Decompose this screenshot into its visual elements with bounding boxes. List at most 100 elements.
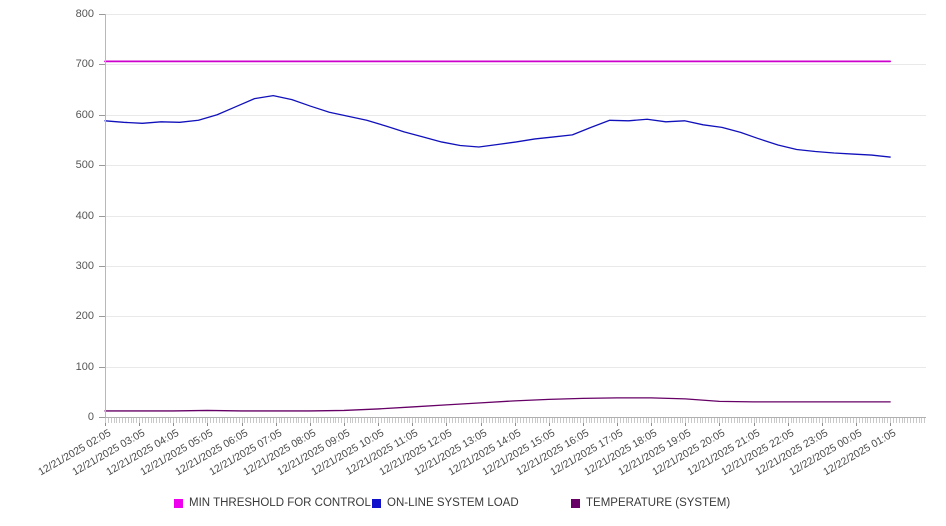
y-tick-mark [99, 366, 105, 368]
x-minor-tick [256, 418, 257, 423]
x-minor-tick [128, 418, 129, 423]
x-minor-tick [358, 418, 359, 423]
x-minor-tick [654, 418, 655, 423]
x-minor-tick [259, 418, 260, 423]
x-minor-tick [347, 418, 348, 423]
x-minor-tick [517, 418, 518, 423]
x-minor-tick [788, 418, 789, 423]
x-minor-tick [839, 418, 840, 423]
x-minor-tick [142, 418, 143, 423]
x-minor-tick [224, 418, 225, 423]
x-minor-tick [756, 418, 757, 423]
x-minor-tick [762, 418, 763, 423]
x-minor-tick [452, 418, 453, 423]
x-minor-tick [378, 418, 379, 423]
x-minor-tick [145, 418, 146, 423]
y-tick-label: 400 [75, 209, 94, 222]
x-minor-tick [498, 418, 499, 423]
x-minor-tick [833, 418, 834, 423]
x-minor-tick [748, 418, 749, 423]
x-minor-tick [876, 418, 877, 423]
x-minor-tick [569, 418, 570, 423]
x-minor-tick [734, 418, 735, 423]
x-minor-tick [444, 418, 445, 423]
x-minor-tick [862, 418, 863, 423]
x-minor-tick [213, 418, 214, 423]
chart-legend: MIN THRESHOLD FOR CONTROL ON-LINE SYSTEM … [0, 496, 946, 516]
x-minor-tick [816, 418, 817, 423]
x-minor-tick [463, 418, 464, 423]
x-minor-tick [811, 418, 812, 423]
x-minor-tick [182, 418, 183, 423]
x-minor-tick [791, 418, 792, 423]
y-tick-mark [99, 215, 105, 217]
y-tick-mark [99, 316, 105, 318]
x-minor-tick [614, 418, 615, 423]
y-tick-label: 700 [75, 58, 94, 71]
x-minor-tick [298, 418, 299, 423]
x-minor-tick [771, 418, 772, 423]
x-minor-tick [637, 418, 638, 423]
y-tick-label: 100 [75, 360, 94, 373]
x-minor-tick [623, 418, 624, 423]
y-axis-line [105, 14, 106, 417]
x-minor-tick [361, 418, 362, 423]
x-minor-tick [552, 418, 553, 423]
x-minor-tick [910, 418, 911, 423]
x-minor-tick [537, 418, 538, 423]
x-minor-tick [796, 418, 797, 423]
x-minor-tick [754, 418, 755, 423]
x-minor-tick [173, 418, 174, 423]
x-minor-tick [680, 418, 681, 423]
gridline [105, 14, 926, 15]
x-minor-tick [523, 418, 524, 423]
x-minor-tick [352, 418, 353, 423]
y-tick-mark [99, 64, 105, 66]
x-minor-tick [318, 418, 319, 423]
gridline [105, 265, 926, 267]
x-minor-tick [722, 418, 723, 423]
x-minor-tick [640, 418, 641, 423]
x-minor-tick [626, 418, 627, 423]
x-minor-tick [586, 418, 587, 423]
x-minor-tick [845, 418, 846, 423]
x-minor-tick [887, 418, 888, 423]
legend-item[interactable]: TEMPERATURE (SYSTEM) [571, 497, 730, 509]
x-minor-tick [111, 418, 112, 423]
x-minor-tick [495, 418, 496, 423]
x-minor-tick [449, 418, 450, 423]
x-minor-tick [850, 418, 851, 423]
x-minor-tick [700, 418, 701, 423]
x-minor-tick [324, 418, 325, 423]
y-tick-mark [99, 417, 105, 418]
x-minor-tick [230, 418, 231, 423]
x-minor-tick [469, 418, 470, 423]
plot-area [104, 14, 926, 418]
x-minor-tick [244, 418, 245, 423]
x-minor-tick [828, 418, 829, 423]
gridline [105, 215, 926, 217]
x-minor-tick [207, 418, 208, 423]
x-minor-tick [273, 418, 274, 423]
x-minor-tick [879, 418, 880, 423]
x-minor-tick [335, 418, 336, 423]
legend-item[interactable]: ON-LINE SYSTEM LOAD [372, 497, 519, 509]
x-minor-tick [372, 418, 373, 423]
x-minor-tick [609, 418, 610, 423]
x-minor-tick [185, 418, 186, 423]
x-minor-tick [671, 418, 672, 423]
x-minor-tick [904, 418, 905, 423]
x-minor-tick [648, 418, 649, 423]
legend-item[interactable]: MIN THRESHOLD FOR CONTROL [174, 497, 371, 509]
x-minor-tick [281, 418, 282, 423]
x-minor-tick [865, 418, 866, 423]
x-minor-tick [489, 418, 490, 423]
x-minor-tick [344, 418, 345, 423]
x-minor-tick [594, 418, 595, 423]
x-minor-tick [651, 418, 652, 423]
x-minor-tick [682, 418, 683, 423]
x-minor-tick [768, 418, 769, 423]
x-minor-tick [921, 418, 922, 423]
x-minor-tick [279, 418, 280, 423]
gridline [105, 114, 926, 116]
